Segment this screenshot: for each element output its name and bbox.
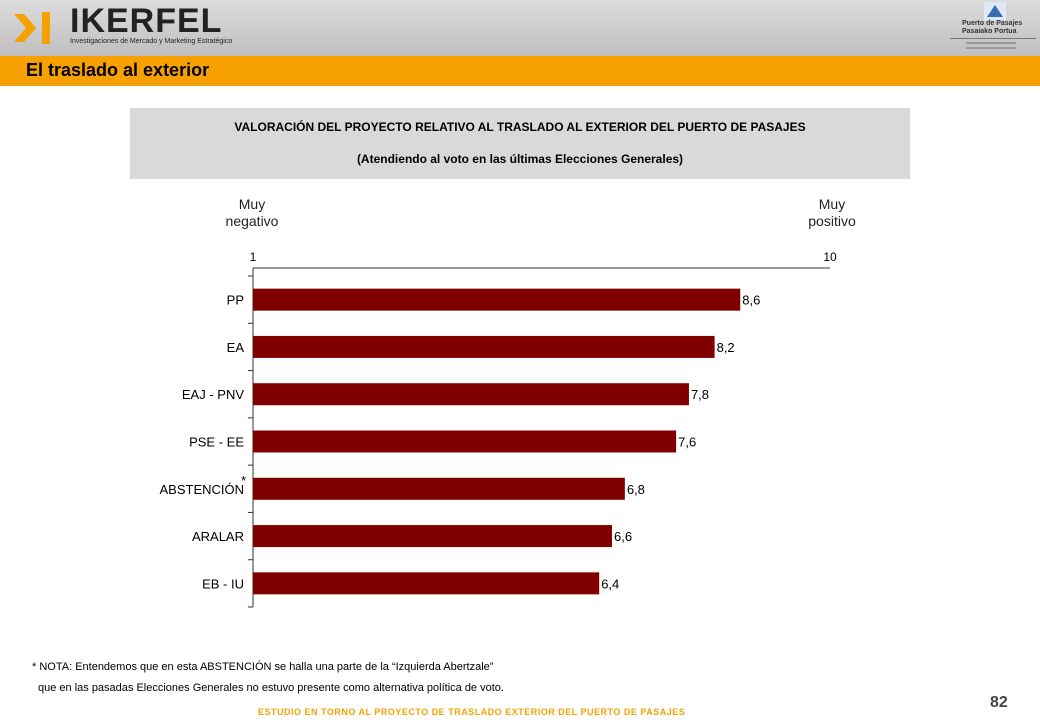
bar <box>253 572 600 595</box>
bar <box>253 288 741 311</box>
port-logo: Puerto de Pasajes Pasaiako Portua <box>948 0 1038 56</box>
port-fineprint-2 <box>966 47 1016 49</box>
data-label: 7,6 <box>678 435 696 450</box>
x-tick-label: 1 <box>250 250 257 264</box>
scale-left-line1: Muy <box>238 196 266 212</box>
data-label: 6,4 <box>601 576 619 591</box>
port-name-line2: Pasaiako Portua <box>962 28 1017 35</box>
x-tick-label: 10 <box>823 250 837 264</box>
port-divider <box>950 38 1036 39</box>
data-label: 6,8 <box>627 482 645 497</box>
title-band <box>0 56 1040 86</box>
chart-subtitle: (Atendiendo al voto en las últimas Elecc… <box>356 152 684 166</box>
data-label: 8,6 <box>742 293 760 308</box>
category-label: PSE - EE <box>189 435 244 450</box>
ikerfel-chevron-icon <box>14 12 50 44</box>
data-label: 8,2 <box>717 340 735 355</box>
logo-tagline: Investigaciones de Mercado y Marketing E… <box>70 38 233 45</box>
bar <box>253 477 625 500</box>
port-fineprint <box>966 42 1016 44</box>
scale-left-line2: negativo <box>225 213 279 229</box>
scale-right-label: Muy positivo <box>792 196 872 230</box>
logo-name: IKERFEL <box>70 2 223 40</box>
top-banner: IKERFEL Investigaciones de Mercado y Mar… <box>0 0 1040 56</box>
data-label: 6,6 <box>614 529 632 544</box>
category-label: ARALAR <box>192 529 244 544</box>
bar <box>253 383 689 406</box>
category-label: PP <box>227 293 244 308</box>
scale-right-line2: positivo <box>808 213 856 229</box>
port-emblem-icon <box>984 2 1006 20</box>
bar <box>253 335 715 358</box>
bar <box>253 430 677 453</box>
note-line1: * NOTA: Entendemos que en esta ABSTENCIÓ… <box>32 661 494 673</box>
category-label: EA <box>227 340 245 355</box>
note-line2: que en las pasadas Elecciones Generales … <box>38 682 504 694</box>
section-title: El traslado al exterior <box>26 60 210 80</box>
category-label: ABSTENCIÓN <box>159 482 244 497</box>
chart-header: VALORACIÓN DEL PROYECTO RELATIVO AL TRAS… <box>130 108 910 179</box>
bar <box>253 525 613 548</box>
footer-text: ESTUDIO EN TORNO AL PROYECTO DE TRASLADO… <box>258 707 686 717</box>
port-name: Puerto de Pasajes Pasaiako Portua <box>962 20 1022 36</box>
category-label: EB - IU <box>202 576 244 591</box>
category-label: EAJ - PNV <box>182 387 244 402</box>
page-number: 82 <box>990 694 1008 711</box>
annotation-asterisk: * <box>241 473 246 488</box>
data-label: 7,8 <box>691 387 709 402</box>
ikerfel-logo: IKERFEL Investigaciones de Mercado y Mar… <box>8 2 248 52</box>
scale-right-line1: Muy <box>818 196 846 212</box>
scale-left-label: Muy negativo <box>212 196 292 230</box>
chart-title: VALORACIÓN DEL PROYECTO RELATIVO AL TRAS… <box>234 120 806 134</box>
port-name-line1: Puerto de Pasajes <box>962 20 1023 27</box>
